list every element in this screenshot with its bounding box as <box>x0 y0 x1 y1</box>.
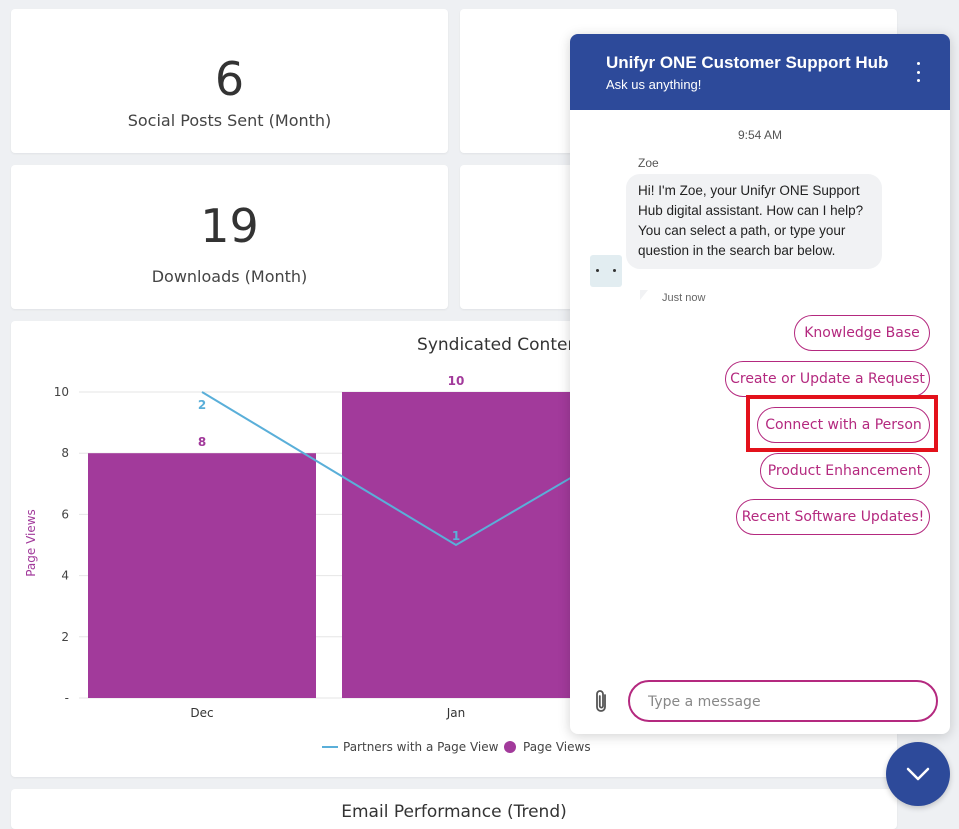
legend-bar-label: Page Views <box>523 740 591 754</box>
chevron-down-icon <box>906 767 930 781</box>
kpi-card-social-posts: 6 Social Posts Sent (Month) <box>11 9 448 153</box>
y-tick-label: 4 <box>61 569 69 583</box>
option-create-update-request-button[interactable]: Create or Update a Request <box>725 361 930 397</box>
y-tick-label: 10 <box>54 385 69 399</box>
kpi-value: 6 <box>214 52 245 106</box>
bar-data-label: 10 <box>448 374 465 388</box>
sender-name: Zoe <box>638 156 659 170</box>
chat-timestamp: 9:54 AM <box>737 128 783 142</box>
kpi-card-downloads: 19 Downloads (Month) <box>11 165 448 309</box>
y-tick-label: - <box>65 691 69 705</box>
y-tick-label: 2 <box>61 630 69 644</box>
line-data-label: 1 <box>452 529 460 543</box>
y-tick-label: 6 <box>61 507 69 521</box>
legend-line-label: Partners with a Page View <box>343 740 499 754</box>
option-connect-person-button[interactable]: Connect with a Person <box>757 407 930 443</box>
y-tick-label: 8 <box>61 446 69 460</box>
chat-title: Unifyr ONE Customer Support Hub <box>606 53 889 72</box>
message-time: Just now <box>662 292 706 304</box>
option-recent-software-updates-button[interactable]: Recent Software Updates! <box>736 499 930 535</box>
legend: Partners with a Page View Page Views <box>322 740 591 754</box>
bubble-tail <box>640 290 648 300</box>
kpi-label: Social Posts Sent (Month) <box>127 111 332 130</box>
chat-subtitle: Ask us anything! <box>606 77 702 92</box>
x-tick-label: Jan <box>446 706 466 720</box>
assistant-avatar-icon <box>590 255 622 287</box>
chat-toggle-button[interactable] <box>886 742 950 806</box>
message-input[interactable] <box>646 691 920 713</box>
line-data-label: 2 <box>198 398 206 412</box>
kpi-label: Downloads (Month) <box>151 267 308 286</box>
kpi-value: 19 <box>200 199 259 253</box>
option-product-enhancement-button[interactable]: Product Enhancement <box>760 453 930 489</box>
bar <box>88 453 316 698</box>
email-performance-card: Email Performance (Trend) <box>11 789 897 829</box>
assistant-message-bubble: Hi! I'm Zoe, your Unifyr ONE Support Hub… <box>626 174 882 269</box>
legend-bar-swatch <box>504 741 516 753</box>
email-chart-title: Email Performance (Trend) <box>341 802 567 822</box>
bar-data-label: 8 <box>198 435 206 449</box>
series-line <box>201 391 572 547</box>
support-chat-window: Unifyr ONE Customer Support Hub Ask us a… <box>570 34 950 734</box>
chat-header: Unifyr ONE Customer Support Hub Ask us a… <box>570 34 950 110</box>
paperclip-icon[interactable] <box>592 688 612 714</box>
message-input-wrapper[interactable] <box>628 680 938 722</box>
highlight-box <box>746 395 938 452</box>
y-axis-label: Page Views <box>24 509 38 577</box>
more-options-icon[interactable] <box>910 62 926 82</box>
option-knowledge-base-button[interactable]: Knowledge Base <box>794 315 930 351</box>
x-tick-label: Dec <box>190 706 213 720</box>
